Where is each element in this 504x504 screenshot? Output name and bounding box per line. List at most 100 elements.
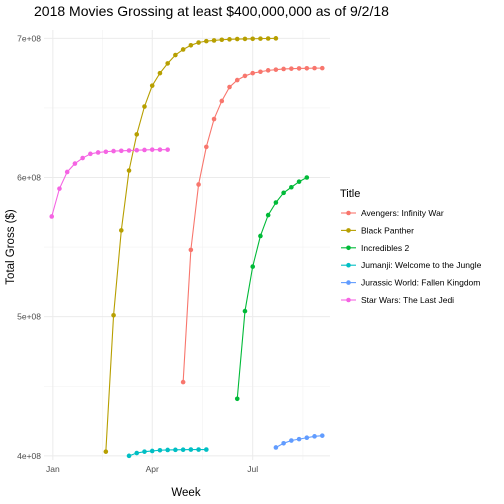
data-point bbox=[188, 247, 194, 253]
data-point bbox=[204, 144, 209, 150]
data-point bbox=[126, 168, 132, 173]
legend-item-avengers-infinity-war: Avengers: Infinity War bbox=[341, 208, 444, 218]
data-point bbox=[111, 148, 116, 154]
legend-title: Title bbox=[340, 188, 360, 200]
data-point bbox=[227, 84, 232, 90]
data-point bbox=[72, 161, 78, 166]
data-point bbox=[196, 447, 201, 452]
legend-key-point bbox=[346, 262, 351, 268]
legend: Title Avengers: Infinity War Black Panthe… bbox=[340, 188, 482, 305]
data-point bbox=[180, 47, 186, 52]
data-point bbox=[180, 379, 186, 385]
data-point bbox=[57, 186, 62, 191]
data-point bbox=[204, 447, 209, 452]
data-point bbox=[157, 447, 163, 453]
data-point bbox=[64, 169, 70, 175]
data-point bbox=[273, 200, 279, 205]
data-point bbox=[219, 98, 225, 104]
data-point bbox=[165, 61, 170, 66]
data-point bbox=[196, 40, 201, 45]
data-point bbox=[242, 36, 248, 42]
data-point bbox=[88, 151, 93, 157]
series-avengers-infinity-war bbox=[180, 65, 325, 385]
data-point bbox=[304, 65, 310, 71]
legend-key-point bbox=[346, 297, 351, 303]
plot-area bbox=[44, 30, 330, 460]
x-axis: Jan Apr Jul bbox=[46, 464, 258, 474]
y-axis-title: Total Gross ($) bbox=[5, 209, 17, 285]
legend-label: Avengers: Infinity War bbox=[361, 208, 444, 218]
legend-item-incredibles-2: Incredibles 2 bbox=[341, 243, 409, 253]
data-point bbox=[312, 434, 317, 439]
data-point bbox=[204, 38, 209, 44]
data-point bbox=[250, 70, 256, 76]
data-point bbox=[281, 441, 286, 446]
series-jumanji-welcome-to-the-jungle bbox=[126, 447, 209, 459]
data-point bbox=[196, 182, 201, 187]
data-point bbox=[319, 65, 325, 71]
data-point bbox=[118, 228, 124, 233]
data-point bbox=[157, 147, 163, 152]
legend-item-black-panther: Black Panther bbox=[341, 225, 414, 235]
data-point bbox=[296, 179, 302, 184]
x-tick-label: Apr bbox=[146, 464, 159, 474]
data-point bbox=[281, 190, 286, 196]
legend-label: Jumanji: Welcome to the Jungle bbox=[361, 260, 482, 270]
legend-label: Incredibles 2 bbox=[361, 243, 409, 253]
data-point bbox=[258, 36, 263, 41]
data-point bbox=[118, 148, 124, 154]
data-point bbox=[242, 73, 248, 79]
data-point bbox=[80, 155, 85, 161]
data-point bbox=[265, 36, 271, 41]
legend-label: Jurassic World: Fallen Kingdom bbox=[361, 278, 480, 288]
data-point bbox=[211, 116, 217, 122]
gridlines bbox=[44, 30, 330, 460]
data-point bbox=[149, 448, 155, 454]
series-incredibles-2 bbox=[234, 175, 310, 402]
data-point bbox=[134, 450, 140, 456]
data-point bbox=[250, 36, 256, 42]
data-point bbox=[289, 66, 294, 71]
data-point bbox=[188, 447, 194, 452]
legend-key-point bbox=[346, 280, 351, 285]
data-point bbox=[296, 436, 302, 442]
series-jurassic-world-fallen-kingdom bbox=[273, 433, 325, 450]
data-point bbox=[273, 36, 279, 41]
series-layer bbox=[49, 36, 325, 459]
data-point bbox=[281, 66, 286, 72]
data-point bbox=[103, 149, 109, 155]
legend-key-point bbox=[346, 210, 351, 216]
data-point bbox=[234, 77, 240, 83]
data-point bbox=[165, 447, 170, 453]
data-point bbox=[234, 36, 240, 42]
data-point bbox=[49, 214, 55, 219]
data-point bbox=[142, 147, 147, 153]
series-star-wars-the-last-jedi bbox=[49, 147, 170, 219]
y-axis: 4e+08 5e+08 6e+08 7e+08 bbox=[17, 33, 41, 460]
data-point bbox=[273, 67, 279, 72]
data-point bbox=[173, 52, 178, 58]
data-point bbox=[219, 37, 225, 43]
legend-key-point bbox=[346, 228, 351, 233]
data-point bbox=[111, 312, 116, 318]
data-point bbox=[265, 68, 271, 73]
series-line bbox=[51, 149, 168, 217]
y-tick-label: 7e+08 bbox=[17, 33, 41, 43]
chart-title: 2018 Movies Grossing at least $400,000,0… bbox=[34, 3, 389, 19]
data-point bbox=[180, 447, 186, 453]
data-point bbox=[312, 65, 317, 71]
data-point bbox=[289, 184, 294, 190]
data-point bbox=[265, 212, 271, 218]
data-point bbox=[319, 433, 325, 438]
data-point bbox=[258, 69, 263, 75]
data-point bbox=[289, 438, 294, 443]
data-point bbox=[173, 447, 178, 453]
data-point bbox=[258, 233, 263, 239]
legend-key-point bbox=[346, 245, 351, 251]
data-point bbox=[134, 132, 140, 137]
data-point bbox=[134, 147, 140, 153]
data-point bbox=[142, 449, 147, 454]
data-point bbox=[234, 396, 240, 402]
data-point bbox=[103, 449, 109, 454]
